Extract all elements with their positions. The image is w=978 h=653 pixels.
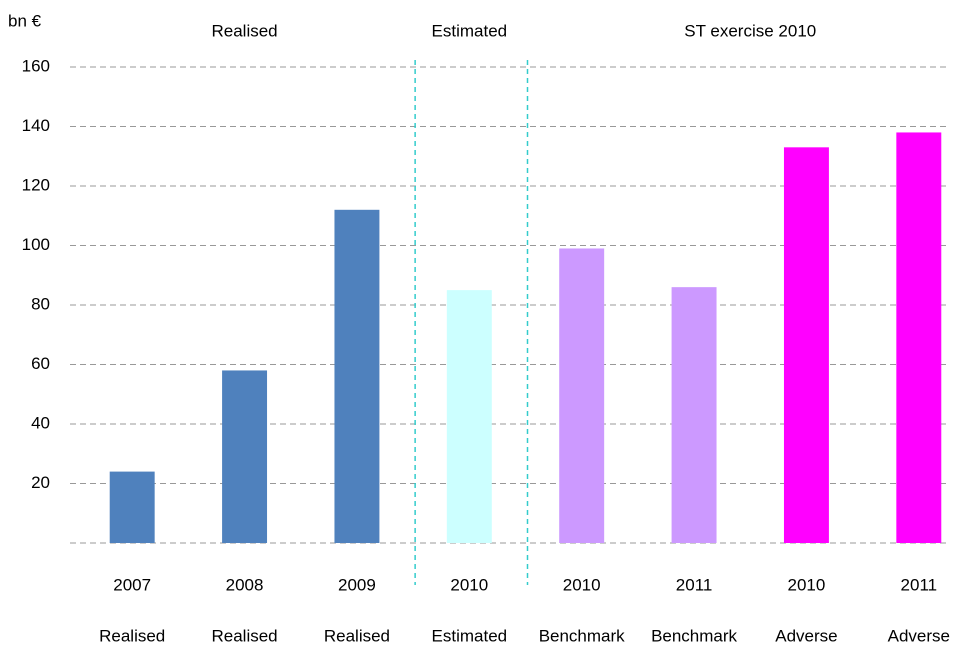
x-tick-label: 2007 <box>113 575 151 594</box>
y-tick-label: 140 <box>22 116 50 135</box>
bar <box>783 147 829 543</box>
x-tick-label: 2010 <box>450 575 488 594</box>
x-tick-sublabel: Benchmark <box>651 626 737 645</box>
x-tick-label: 2010 <box>563 575 601 594</box>
x-tick-sublabel: Estimated <box>432 626 508 645</box>
x-tick-sublabel: Adverse <box>888 626 950 645</box>
x-tick-sublabel: Benchmark <box>539 626 625 645</box>
x-tick-sublabel: Realised <box>324 626 390 645</box>
bar <box>446 290 492 543</box>
bar <box>671 287 717 543</box>
section-label: Estimated <box>432 21 508 40</box>
x-tick-label: 2011 <box>901 575 938 594</box>
x-tick-label: 2010 <box>788 575 826 594</box>
section-label: Realised <box>211 21 277 40</box>
bar <box>334 209 380 544</box>
bar <box>222 370 268 543</box>
bar <box>109 471 155 543</box>
y-tick-label: 100 <box>22 235 50 254</box>
y-tick-label: 120 <box>22 175 50 194</box>
x-tick-label: 2011 <box>676 575 713 594</box>
x-tick-label: 2008 <box>226 575 264 594</box>
section-label: ST exercise 2010 <box>684 21 816 40</box>
bar <box>559 248 605 543</box>
y-axis-label: bn € <box>8 11 42 30</box>
y-tick-label: 160 <box>22 56 50 75</box>
y-tick-label: 60 <box>31 354 50 373</box>
x-tick-sublabel: Adverse <box>775 626 837 645</box>
x-tick-sublabel: Realised <box>99 626 165 645</box>
bar <box>896 132 942 543</box>
y-tick-label: 20 <box>31 473 50 492</box>
x-tick-label: 2009 <box>338 575 376 594</box>
y-tick-label: 40 <box>31 413 50 432</box>
y-tick-label: 80 <box>31 294 50 313</box>
x-tick-sublabel: Realised <box>211 626 277 645</box>
